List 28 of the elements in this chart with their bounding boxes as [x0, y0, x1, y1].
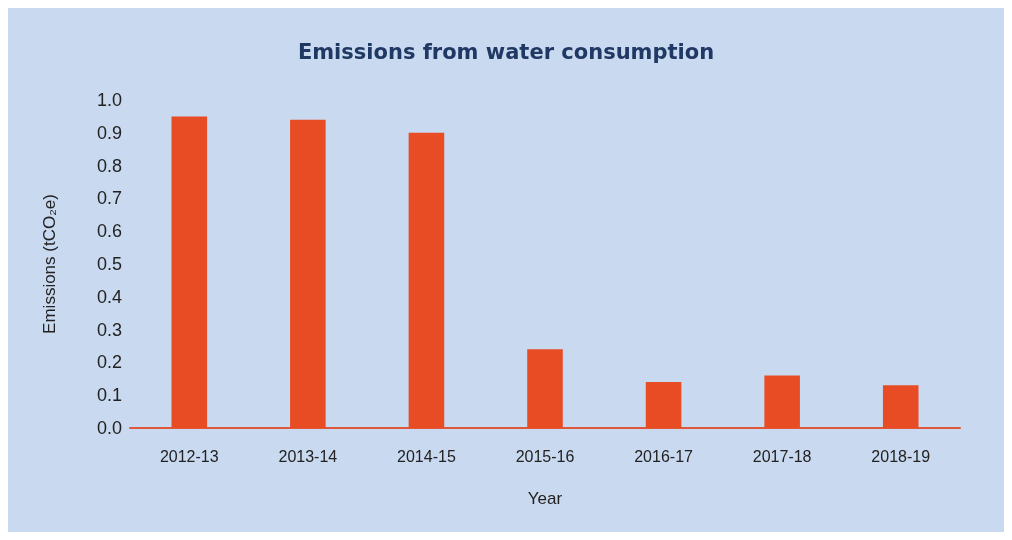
y-tick-label: 0.4: [96, 286, 122, 307]
bar: [764, 375, 800, 428]
x-tick-label: 2018-19: [871, 447, 931, 465]
chart-title: Emissions from water consumption: [297, 39, 715, 64]
y-tick-label: 0.9: [96, 122, 122, 143]
bar: [882, 385, 919, 428]
y-tick-label: 0.2: [96, 352, 122, 373]
bar: [645, 382, 682, 428]
y-tick-label: 0.8: [96, 155, 122, 176]
bar: [527, 349, 563, 428]
x-tick-label: 2015-16: [515, 447, 575, 465]
y-tick-label: 0.7: [96, 188, 122, 209]
x-tick-label: 2017-18: [752, 447, 812, 465]
y-tick-label: 0.0: [96, 418, 122, 438]
y-tick-label: 0.1: [96, 385, 122, 406]
y-tick-label: 0.5: [96, 254, 122, 274]
x-axis-title: Year: [527, 489, 563, 508]
bar: [171, 116, 208, 428]
y-axis-title: Emissions (tCO₂e): [40, 194, 59, 334]
y-tick-label: 1.0: [96, 90, 122, 110]
y-tick-label: 0.6: [96, 221, 122, 242]
x-tick-label: 2014-15: [397, 447, 456, 465]
x-tick-label: 2016-17: [634, 447, 694, 465]
bar: [408, 132, 445, 428]
x-tick-label: 2012-13: [159, 447, 219, 465]
x-tick-label: 2013-14: [278, 447, 338, 465]
y-tick-label: 0.3: [96, 319, 122, 340]
bar: [290, 119, 326, 428]
